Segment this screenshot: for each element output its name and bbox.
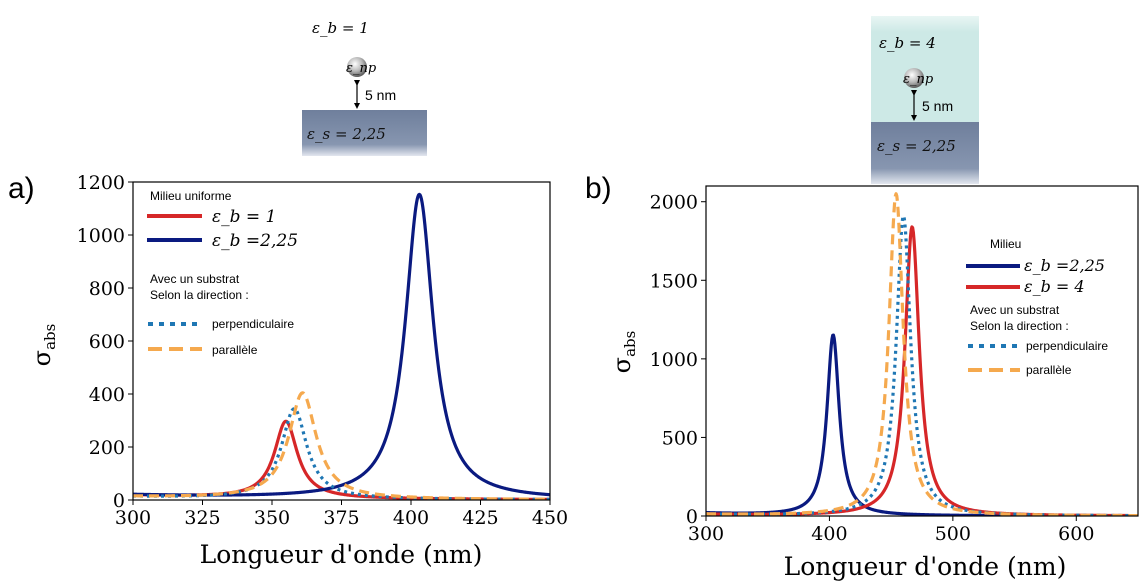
- series-line-b-orange-dashed: [706, 192, 1138, 516]
- y-tick-label-a: 800: [89, 278, 125, 300]
- legend-a-entry-4: parallèle: [212, 343, 258, 357]
- x-tick-label-a: 425: [462, 507, 498, 529]
- plot-frame-b: [705, 185, 1139, 517]
- legend-a-entry-1: ε_b = 1: [212, 207, 276, 227]
- y-axis-label-b: σabs: [608, 331, 639, 374]
- legend-b-entry-3: perpendiculaire: [1026, 339, 1108, 353]
- y-axis-label-b-sub: abs: [621, 331, 639, 357]
- chart-panel-b: b) 300 400 500 600 0 500 1000 1500 2000 Longueur…: [585, 172, 1139, 581]
- legend-b-heading3: Selon la direction :: [970, 319, 1069, 333]
- ticks-b: 300 400 500 600 0 500 1000 1500 2000: [650, 192, 1095, 545]
- x-tick-label-a: 375: [323, 507, 359, 529]
- legend-a-heading2: Avec un substrat: [150, 272, 240, 286]
- schematic-a-distance: 5 nm: [365, 87, 396, 103]
- y-tick-label-b: 2000: [650, 192, 698, 214]
- x-tick-label-a: 450: [532, 507, 568, 529]
- x-tick-label-b: 300: [688, 523, 724, 545]
- x-tick-label-a: 300: [115, 507, 151, 529]
- panel-b-label: b): [585, 172, 612, 205]
- x-tick-label-a: 350: [254, 507, 290, 529]
- ticks-a: 300 325 350 375 400 425 450 0 200 400 600 800 1000 12…: [77, 172, 568, 529]
- legend-a-entry-3: perpendiculaire: [212, 317, 294, 331]
- y-tick-label-a: 400: [89, 384, 125, 406]
- y-axis-label-a-main: σ: [28, 350, 56, 366]
- y-tick-label-a: 0: [113, 490, 125, 512]
- substrate-a: [302, 110, 427, 156]
- legend-b-entry-2: ε_b = 4: [1024, 277, 1085, 296]
- y-tick-label-a: 200: [89, 437, 125, 459]
- x-tick-label-b: 500: [935, 523, 971, 545]
- legend-a-entry-2: ε_b =2,25: [212, 231, 298, 251]
- schematic-b-eps-np: ε_np: [903, 72, 934, 87]
- y-tick-label-b: 0: [686, 506, 698, 528]
- x-tick-label-a: 400: [393, 507, 429, 529]
- y-tick-label-a: 1000: [77, 225, 125, 247]
- schematic-b-eps-s: ε_s = 2,25: [877, 137, 956, 155]
- y-tick-label-b: 500: [662, 427, 698, 449]
- x-axis-label-a: Longueur d'onde (nm): [200, 540, 483, 569]
- schematic-a: ε_b = 1 ε_np 5 nm ε_s = 2,25: [302, 19, 427, 156]
- x-tick-label-b: 400: [811, 523, 847, 545]
- x-tick-label-b: 600: [1058, 523, 1094, 545]
- legend-b: Milieu ε_b =2,25 ε_b = 4 Avec un substra…: [966, 237, 1108, 377]
- series-line-a-red-solid: [133, 419, 550, 500]
- chart-panel-a: a) 300 325 350 375 400 425 450 0 200 400 600 800 100…: [8, 172, 568, 569]
- y-tick-label-a: 1200: [77, 172, 125, 194]
- legend-b-entry-4: parallèle: [1026, 363, 1072, 377]
- legend-b-entry-1: ε_b =2,25: [1024, 256, 1105, 275]
- panel-a-label: a): [8, 172, 35, 205]
- legend-a: Milieu uniforme ε_b = 1 ε_b =2,25 Avec u…: [147, 189, 298, 357]
- y-tick-label-b: 1500: [650, 270, 698, 292]
- medium-b: [871, 16, 979, 122]
- plot-area-a: [133, 192, 550, 500]
- nanoparticle-b: [904, 68, 924, 88]
- y-tick-label-a: 600: [89, 331, 125, 353]
- schematic-b-distance: 5 nm: [922, 98, 953, 114]
- x-tick-label-a: 325: [184, 507, 220, 529]
- plot-frame-a: [132, 181, 551, 501]
- schematic-a-eps-s: ε_s = 2,25: [307, 125, 386, 143]
- plot-area-b: [706, 192, 1138, 516]
- y-tick-label-b: 1000: [650, 349, 698, 371]
- schematic-b: ε_b = 4 ε_np 5 nm ε_s = 2,25: [871, 16, 979, 184]
- y-axis-label-a-sub: abs: [41, 324, 59, 350]
- legend-a-heading1: Milieu uniforme: [150, 189, 232, 203]
- x-axis-label-b: Longueur d'onde (nm): [784, 552, 1067, 581]
- y-axis-label-a: σabs: [28, 324, 59, 367]
- schematic-a-eps-np: ε_np: [346, 61, 377, 76]
- series-line-a-orange-dashed: [133, 391, 550, 500]
- schematic-a-eps-b: ε_b = 1: [312, 19, 369, 37]
- y-axis-label-b-main: σ: [608, 357, 636, 373]
- series-line-b-navy-solid: [706, 333, 1138, 516]
- substrate-b: [871, 122, 979, 184]
- schematic-b-eps-b: ε_b = 4: [879, 34, 936, 52]
- legend-b-heading1: Milieu: [990, 237, 1021, 251]
- legend-b-heading2: Avec un substrat: [970, 303, 1060, 317]
- legend-a-heading3: Selon la direction :: [150, 288, 249, 302]
- nanoparticle-a: [347, 57, 367, 77]
